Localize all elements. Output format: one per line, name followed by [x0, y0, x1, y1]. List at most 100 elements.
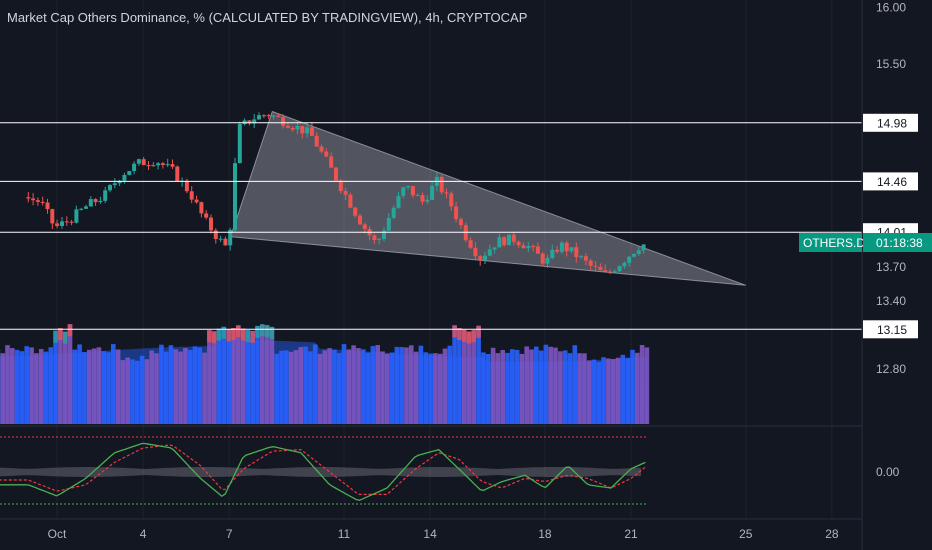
candle-body — [483, 255, 487, 261]
volume-bar — [615, 357, 621, 424]
volume-bar — [284, 350, 289, 424]
volume-bar — [298, 347, 304, 424]
volume-cap — [457, 328, 462, 340]
volume-bar — [29, 347, 34, 424]
volume-bar — [409, 345, 414, 424]
candle-body — [559, 242, 564, 252]
candle-body — [338, 180, 343, 191]
volume-bar — [101, 351, 106, 424]
volume-bar — [341, 344, 347, 424]
volume-bar — [111, 344, 116, 424]
candle-body — [266, 115, 271, 117]
volume-cap — [264, 325, 270, 338]
falling-wedge-drawing[interactable] — [229, 110, 746, 286]
candle-body — [309, 127, 314, 136]
volume-bar — [72, 349, 78, 424]
candle-body — [396, 195, 401, 208]
volume-bar — [485, 354, 491, 424]
volume-bar — [385, 353, 390, 424]
volume-bar — [62, 331, 68, 424]
candle-body — [511, 234, 516, 242]
osc-signal-line — [0, 444, 646, 495]
volume-bar — [413, 351, 419, 424]
volume-bar — [510, 349, 515, 424]
symbol-tag-text: OTHERS.D — [803, 236, 865, 250]
volume-bar — [495, 353, 501, 424]
candle-body — [353, 207, 358, 216]
volume-cap — [67, 324, 73, 337]
candle-body — [391, 207, 396, 218]
volume-bar — [490, 347, 496, 424]
volume-bar — [221, 326, 227, 424]
candle-body — [108, 185, 112, 191]
candle-body — [492, 247, 497, 250]
volume-bar — [86, 349, 92, 424]
volume-bar — [433, 353, 438, 424]
candle-body — [358, 215, 362, 225]
candle-body — [199, 202, 204, 214]
volume-cap — [461, 329, 467, 342]
candle-body — [608, 271, 612, 273]
candle-body — [74, 209, 79, 223]
volume-bar — [10, 348, 15, 424]
volume-cap — [245, 330, 251, 343]
candle-body — [617, 266, 622, 272]
candle-body — [545, 258, 550, 264]
time-axis[interactable]: Oct 4 7 11 14 18 21 25 28 — [48, 527, 839, 541]
volume-bar — [312, 344, 318, 424]
candle-body — [290, 128, 295, 130]
volume-bar — [558, 351, 563, 424]
candle-body — [64, 221, 69, 223]
volume-bar — [38, 349, 44, 424]
volume-cap — [452, 325, 457, 338]
level-tag-label: 14.46 — [877, 175, 907, 189]
candle-body — [213, 230, 218, 239]
volume-bar — [0, 353, 5, 424]
candle-body — [281, 117, 286, 126]
candle-body — [189, 191, 194, 200]
candle-body — [26, 197, 31, 199]
candle-body — [276, 115, 281, 117]
volume-cap — [255, 325, 260, 338]
candle-body — [146, 165, 151, 167]
volume-bar — [394, 346, 400, 424]
candle-body — [136, 159, 141, 164]
volume-bar — [19, 351, 25, 424]
candle-body — [314, 135, 319, 147]
price-axis[interactable]: 16.00 15.50 13.70 13.40 12.80 0.00 — [876, 1, 906, 479]
volume-bar — [322, 350, 328, 424]
volume-bar — [77, 344, 82, 424]
volume-bar — [178, 351, 183, 424]
osc-main-line — [0, 442, 646, 501]
candle-body — [579, 256, 584, 258]
wedge-triangle[interactable] — [229, 110, 746, 286]
grid-lines — [56, 0, 833, 519]
candle-body — [468, 240, 473, 248]
volume-bar — [591, 359, 597, 424]
volume-bar — [264, 325, 270, 424]
candle-body — [218, 238, 223, 240]
candle-body — [632, 253, 636, 257]
volume-bar — [399, 347, 404, 424]
volume-bar — [481, 352, 486, 424]
volume-bar — [601, 357, 606, 424]
volume-bar — [207, 330, 212, 424]
countdown-tag-text: 01:18:38 — [876, 236, 923, 250]
candle-body — [478, 256, 483, 261]
volume-bar — [418, 345, 424, 424]
volume-bar — [346, 349, 352, 424]
candle-body — [45, 202, 50, 210]
candle-body — [295, 125, 300, 130]
volume-bar — [442, 348, 448, 424]
candle-body — [175, 166, 180, 182]
volume-bar — [5, 345, 10, 424]
volume-cap — [221, 326, 227, 339]
y-tick-label: 15.50 — [876, 57, 906, 71]
candle-body — [50, 209, 55, 224]
candle-body — [622, 262, 627, 267]
volume-bar — [447, 345, 453, 424]
candle-body — [386, 217, 391, 231]
chart-title: Market Cap Others Dominance, % (CALCULAT… — [7, 10, 528, 25]
